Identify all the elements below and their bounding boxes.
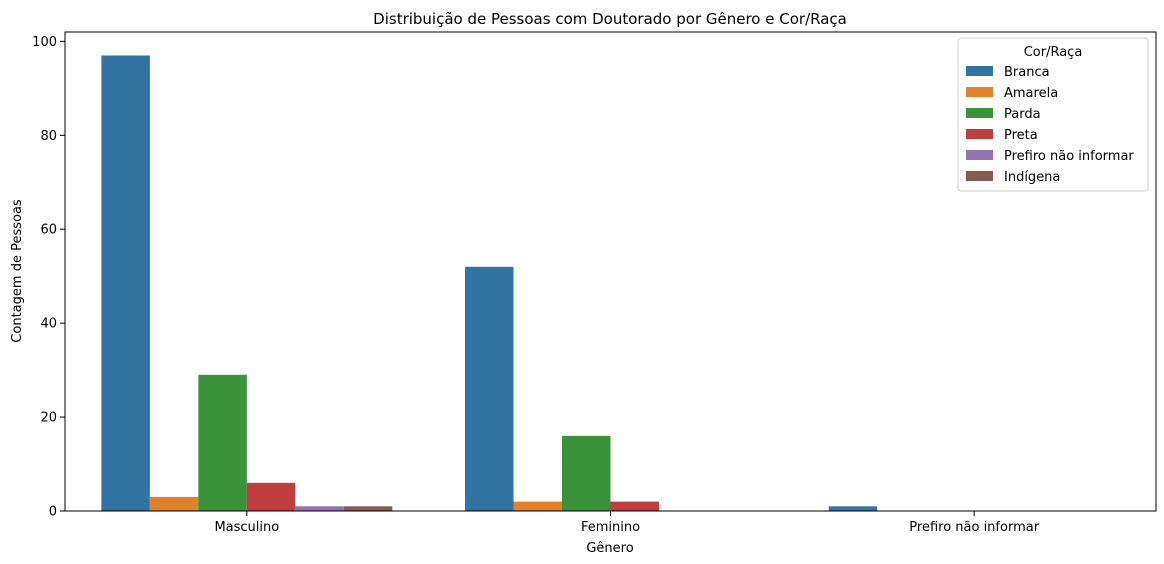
x-tick-label: Masculino	[214, 520, 279, 535]
x-tick-label: Feminino	[581, 520, 640, 535]
legend-swatch	[966, 171, 993, 181]
bars-group	[101, 55, 878, 511]
bar-branca-1	[465, 266, 514, 511]
legend-label: Amarela	[1004, 86, 1058, 101]
bar-prefiro-n-o-informar-0	[295, 506, 344, 511]
y-tick-label: 40	[40, 317, 57, 332]
legend-swatch	[966, 150, 993, 160]
legend-swatch	[966, 108, 993, 118]
legend: Cor/Raça Branca Amarela Parda Preta Prefiro …	[957, 37, 1149, 192]
bar-parda-0	[198, 374, 247, 511]
x-axis-label: Gênero	[586, 541, 633, 556]
legend-title: Cor/Raça	[1024, 45, 1083, 60]
bar-preta-0	[246, 482, 296, 511]
chart-title: Distribuição de Pessoas com Doutorado po…	[373, 10, 847, 28]
legend-box	[957, 37, 1149, 192]
legend-label: Indígena	[1004, 170, 1060, 185]
y-axis: 0 20 40 60 80 100	[32, 35, 65, 520]
legend-label: Prefiro não informar	[1004, 149, 1134, 164]
legend-swatch	[966, 129, 993, 139]
bar-branca-0	[101, 55, 150, 511]
bar-amarela-0	[149, 496, 199, 511]
bar-preta-1	[610, 501, 659, 511]
bar-branca-2	[828, 506, 878, 511]
y-axis-label: Contagem de Pessoas	[10, 199, 25, 343]
legend-label: Parda	[1004, 107, 1041, 122]
bar-parda-1	[562, 435, 611, 511]
y-tick-label: 20	[40, 411, 57, 426]
bar-ind-gena-0	[343, 506, 393, 511]
bar-amarela-1	[513, 501, 563, 511]
legend-label: Branca	[1004, 65, 1050, 80]
legend-swatch	[966, 87, 993, 97]
y-tick-label: 60	[40, 223, 57, 238]
legend-swatch	[966, 66, 993, 76]
plot-frame	[64, 31, 1157, 512]
x-tick-label: Prefiro não informar	[909, 520, 1039, 535]
y-tick-label: 0	[49, 505, 57, 520]
legend-label: Preta	[1004, 128, 1038, 143]
x-axis: Masculino Feminino Prefiro não informar	[214, 511, 1040, 535]
y-tick-label: 80	[40, 129, 57, 144]
y-tick-label: 100	[32, 35, 57, 50]
